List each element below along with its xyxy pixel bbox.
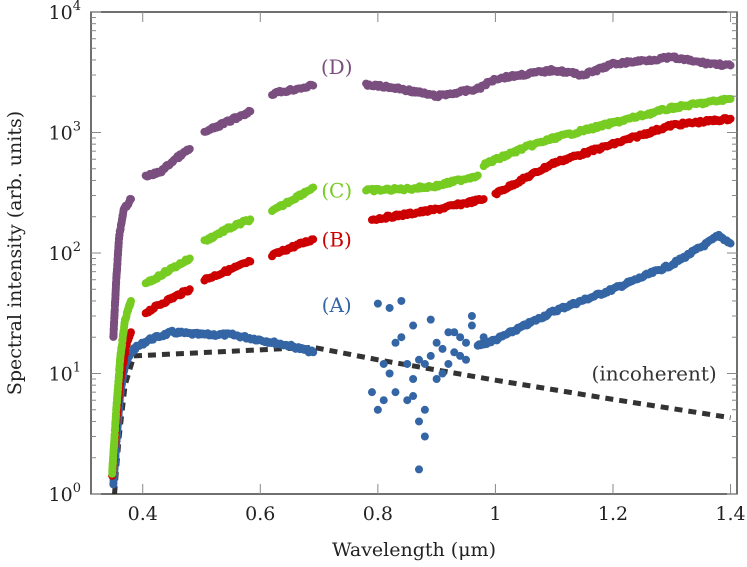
scatter-point xyxy=(403,396,412,405)
scatter-point xyxy=(379,359,388,368)
scatter-point xyxy=(456,333,465,342)
y-tick-label: 104 xyxy=(49,0,81,24)
data-point xyxy=(726,114,735,123)
series-c xyxy=(108,94,735,478)
x-tick-label: 0.4 xyxy=(128,503,158,525)
scatter-point xyxy=(409,375,418,384)
scatter-point xyxy=(385,369,394,378)
scatter-point xyxy=(438,344,447,353)
scatter-point xyxy=(379,396,388,405)
series-label: (D) xyxy=(321,55,353,79)
scatter-point xyxy=(373,405,382,414)
axis-ticks: 0.4 0.6 0.8 1 1.2 1.4 100 101 102 103 104 xyxy=(49,0,746,525)
scatter-point xyxy=(414,465,423,474)
data-point xyxy=(309,183,318,192)
scatter-point xyxy=(462,338,471,347)
incoherent-label: (incoherent) xyxy=(592,362,717,386)
data-point xyxy=(309,348,318,357)
data-point xyxy=(726,61,735,70)
data-point xyxy=(185,285,194,294)
scatter-point xyxy=(467,321,476,330)
plot-marks xyxy=(108,52,735,495)
data-point xyxy=(246,215,255,224)
scatter-point xyxy=(367,388,376,397)
x-tick-label: 0.6 xyxy=(245,503,275,525)
x-tick-label: 0.8 xyxy=(363,503,393,525)
scatter-point xyxy=(414,417,423,426)
series-d xyxy=(109,52,735,341)
scatter-point xyxy=(438,369,447,378)
scatter-point xyxy=(391,388,400,397)
scatter-point xyxy=(397,296,406,305)
scatter-point xyxy=(409,321,418,330)
scatter-point xyxy=(420,405,429,414)
scatter-point xyxy=(426,315,435,324)
scatter-point xyxy=(420,359,429,368)
x-tick-label: 1.2 xyxy=(598,503,628,525)
scatter-point xyxy=(467,312,476,321)
series-labels: (D) (C) (B) (A) (incoherent) xyxy=(321,55,717,386)
y-tick-label: 102 xyxy=(49,240,81,265)
scatter-point xyxy=(391,338,400,347)
scatter-point xyxy=(456,351,465,360)
scatter-point xyxy=(414,355,423,364)
scatter-point xyxy=(479,333,488,342)
scatter-point xyxy=(473,341,482,350)
data-point xyxy=(726,94,735,103)
data-point xyxy=(309,235,318,244)
scatter-point xyxy=(432,338,441,347)
data-point xyxy=(185,144,194,153)
scatter-point xyxy=(444,359,453,368)
series-b xyxy=(108,114,735,480)
data-point xyxy=(246,107,255,116)
series-label: (A) xyxy=(322,293,352,317)
series-label: (C) xyxy=(321,179,352,203)
data-point xyxy=(473,171,482,180)
data-point xyxy=(726,239,735,248)
scatter-point xyxy=(426,351,435,360)
series-a xyxy=(109,230,735,489)
data-point xyxy=(126,328,135,337)
scatter-point xyxy=(432,375,441,384)
series-label: (B) xyxy=(322,227,352,251)
scatter-point xyxy=(450,348,459,357)
data-point xyxy=(126,296,135,305)
scatter-point xyxy=(420,432,429,441)
plot-frame xyxy=(90,11,738,495)
x-tick-label: 1 xyxy=(489,503,501,525)
x-tick-label: 1.4 xyxy=(715,503,745,525)
scatter-point xyxy=(373,299,382,308)
y-tick-label: 103 xyxy=(49,120,81,145)
y-tick-label: 101 xyxy=(49,361,81,386)
scatter-point xyxy=(450,328,459,337)
data-point xyxy=(185,254,194,263)
scatter-point xyxy=(409,392,418,401)
scatter-point xyxy=(397,333,406,342)
data-point xyxy=(479,195,488,204)
y-axis-label: Spectral intensity (arb. units) xyxy=(4,111,26,395)
x-axis-label: Wavelength (μm) xyxy=(332,539,496,561)
scatter-point xyxy=(444,328,453,337)
data-point xyxy=(246,257,255,266)
data-point xyxy=(309,81,318,90)
y-tick-label: 100 xyxy=(49,481,81,506)
scatter-point xyxy=(403,359,412,368)
scatter-point xyxy=(385,303,394,312)
data-point xyxy=(126,195,135,204)
scatter-point xyxy=(462,355,471,364)
